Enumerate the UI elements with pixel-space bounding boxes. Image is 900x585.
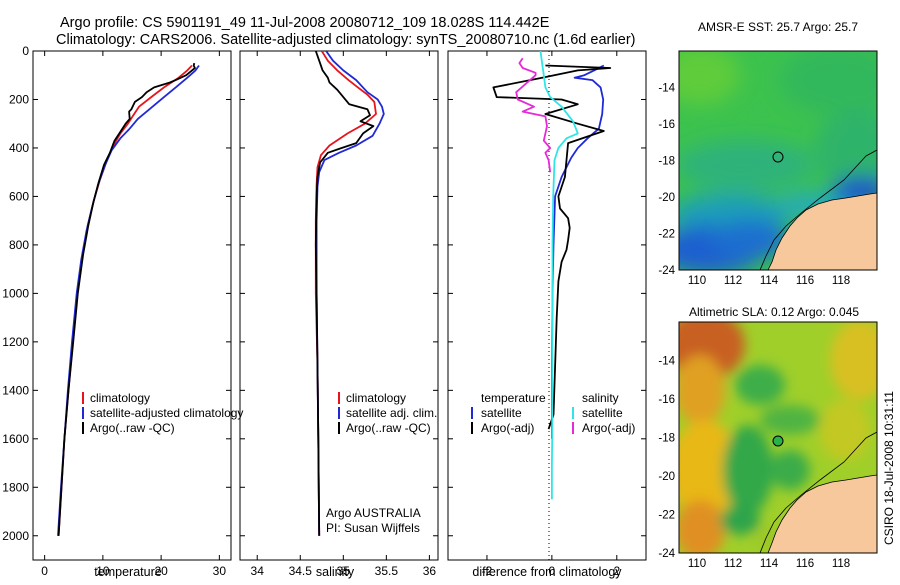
title-line-1: Argo profile: CS 5901191_49 11-Jul-2008 … [60, 15, 550, 31]
sla-argo-marker [772, 435, 784, 447]
y-tick-label: 1800 [2, 480, 29, 494]
x-tick-label: 0 [41, 564, 48, 578]
x-tick-label: 35.5 [375, 564, 399, 578]
legend-label-temp-argo: Argo(-adj) [481, 421, 534, 435]
map-y-tick-label: -16 [658, 394, 675, 406]
map-y-tick-label: -24 [658, 265, 675, 277]
legend-label-climatology: climatology [90, 391, 150, 405]
x-axis-label-temperature: temperature [94, 565, 161, 579]
series-line-argo-raw-qc [314, 51, 375, 536]
y-tick-label: 800 [9, 238, 29, 252]
y-tick-label: 1600 [2, 432, 29, 446]
map-x-tick-label: 110 [688, 558, 706, 570]
difference-lines [492, 51, 612, 500]
sst-argo-marker [772, 151, 784, 163]
sla-map-image [679, 322, 877, 553]
legend-label-temp-satellite: satellite [481, 406, 522, 420]
map-y-tick-label: -18 [658, 156, 675, 168]
y-tick-label: 1000 [2, 286, 29, 300]
y-tick-label: 400 [9, 141, 29, 155]
map-x-tick-label: 116 [796, 558, 814, 570]
legend-label-argo: Argo(..raw -QC) [346, 421, 431, 435]
series-line-salinity-satellite [539, 51, 579, 500]
legend-label-sal-argo: Argo(-adj) [582, 421, 635, 435]
map-y-tick-label: -20 [658, 471, 675, 483]
credit-text: CSIRO 18-Jul-2008 10:31:11 [882, 391, 896, 545]
y-tick-label: 600 [9, 189, 29, 203]
annotation-argo-australia: Argo AUSTRALIA [326, 506, 421, 520]
difference-panel [447, 50, 647, 561]
sla-map-title: Altimetric SLA: 0.12 Argo: 0.045 [689, 305, 859, 319]
title-line-2: Climatology: CARS2006. Satellite-adjuste… [56, 32, 636, 48]
salinity-lines [314, 51, 385, 536]
x-tick-label: 34.5 [289, 564, 313, 578]
map-y-tick-label: -22 [658, 229, 675, 241]
map-y-tick-label: -16 [658, 119, 675, 131]
x-axis-label-salinity: salinity [316, 565, 355, 579]
sst-map-title: AMSR-E SST: 25.7 Argo: 25.7 [698, 20, 858, 34]
y-tick-label: 2000 [2, 529, 29, 543]
series-line-temperature-argo-adj [492, 64, 612, 430]
x-tick-label: 20 [154, 564, 168, 578]
temperature-panel [32, 50, 232, 561]
x-tick-label: 30 [213, 564, 227, 578]
map-y-tick-label: -20 [658, 192, 675, 204]
annotation-pi: PI: Susan Wijffels [326, 521, 420, 535]
legend-label-argo: Argo(..raw -QC) [90, 421, 175, 435]
sla-map-frame [678, 321, 878, 554]
y-tick-label: 200 [9, 92, 29, 106]
legend-header-salinity: salinity [582, 391, 619, 405]
legend-label-sal-satellite: satellite [582, 406, 623, 420]
map-y-tick-label: -22 [658, 510, 675, 522]
x-axis-label-difference: difference from climatology [472, 565, 622, 579]
series-line-argo-raw-qc [57, 62, 196, 536]
series-line-salinity-argo-adj [515, 57, 552, 173]
y-tick-label: 1400 [2, 383, 29, 397]
sst-map-image [679, 51, 877, 270]
map-y-tick-label: -24 [658, 548, 675, 560]
x-tick-label: 34 [251, 564, 265, 578]
map-x-tick-label: 118 [832, 558, 850, 570]
x-tick-label: -2 [482, 564, 493, 578]
x-tick-label: 36 [423, 564, 437, 578]
map-y-tick-label: -18 [658, 433, 675, 445]
map-x-tick-label: 118 [832, 275, 850, 287]
legend-label-satellite-adj: satellite adj. clim. [346, 406, 437, 420]
temperature-legend: climatology satellite-adjusted climatolo… [82, 391, 243, 435]
sst-map-frame [678, 50, 878, 271]
map-x-tick-label: 116 [796, 275, 814, 287]
salinity-legend: climatology satellite adj. clim. Argo(..… [326, 391, 437, 535]
map-x-tick-label: 112 [724, 275, 742, 287]
map-x-tick-label: 110 [688, 275, 706, 287]
salinity-panel [239, 50, 439, 561]
legend-header-temperature: temperature [481, 391, 546, 405]
difference-legend: temperature satellite Argo(-adj) salinit… [471, 391, 635, 435]
y-tick-label: 0 [22, 44, 29, 58]
x-tick-label: 2 [613, 564, 620, 578]
temperature-lines [57, 62, 200, 536]
map-y-tick-label: -14 [658, 83, 675, 95]
y-tick-label: 1200 [2, 335, 29, 349]
x-tick-label: 0 [549, 564, 556, 578]
legend-label-satellite-adjusted: satellite-adjusted climatology [90, 406, 243, 420]
x-tick-label: 10 [96, 564, 110, 578]
map-x-tick-label: 114 [760, 558, 779, 570]
legend-label-climatology: climatology [346, 391, 406, 405]
map-x-tick-label: 112 [724, 558, 742, 570]
map-x-tick-label: 114 [760, 275, 779, 287]
map-y-tick-label: -14 [658, 356, 675, 368]
x-tick-label: 35 [337, 564, 351, 578]
